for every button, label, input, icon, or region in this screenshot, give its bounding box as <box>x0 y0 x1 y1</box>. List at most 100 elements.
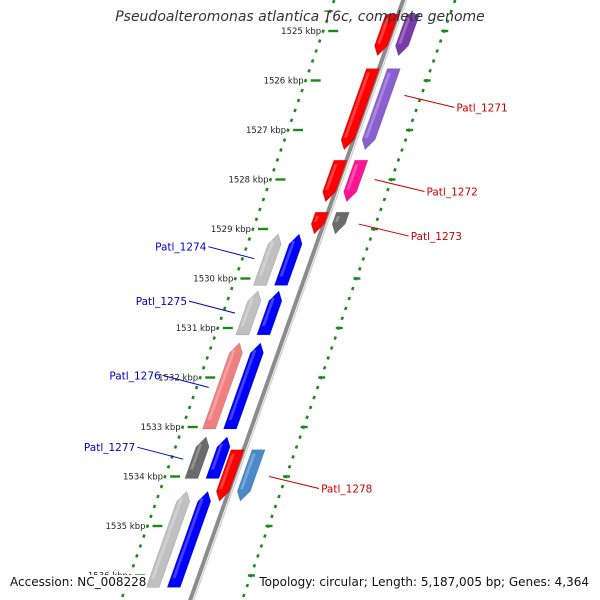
reverse-gene-arrow-outer <box>184 436 210 479</box>
ruler-dot <box>303 78 308 83</box>
ruler-dot <box>265 187 269 192</box>
forward-gene-arrow-shine <box>377 18 390 44</box>
label-leader <box>374 179 425 192</box>
ruler-dot <box>135 553 139 558</box>
forward-gene-arrow <box>216 449 245 502</box>
outer-dot <box>333 336 337 341</box>
ruler-dot <box>254 217 259 222</box>
ruler-dot <box>166 464 171 469</box>
ruler-dot <box>307 68 311 73</box>
ruler-dot <box>258 207 262 212</box>
ruler-dot <box>201 365 206 370</box>
ruler-dot <box>142 534 146 539</box>
ruler-dot <box>180 425 185 430</box>
label-leader <box>137 446 184 460</box>
gene-label[interactable]: Patl_1276 <box>109 370 161 382</box>
forward-gene-arrow <box>322 159 348 203</box>
ruler-dot <box>163 474 167 479</box>
backbone-highlight <box>193 0 408 600</box>
label-leader <box>268 476 320 489</box>
ruler-dot <box>261 197 266 202</box>
reverse-gene-arrow-outer-shine <box>190 443 203 470</box>
forward-gene-arrow-shine <box>325 164 338 190</box>
ruler-dot <box>296 98 301 103</box>
outer-dot <box>351 286 355 291</box>
outer-dot <box>340 316 344 321</box>
ruler-dot <box>219 316 223 321</box>
ruler-dot <box>230 286 234 291</box>
gene-label[interactable]: Patl_1273 <box>411 231 462 243</box>
ruler-dot <box>293 108 297 113</box>
ruler-dot <box>138 544 143 548</box>
outer-dot <box>270 514 274 519</box>
ruler-dot <box>121 593 125 598</box>
outer-dot <box>428 68 432 73</box>
outer-dot <box>438 39 443 44</box>
outer-dot <box>445 19 450 24</box>
ruler-dot <box>173 445 178 449</box>
ruler-dot <box>194 385 199 390</box>
gene-label[interactable]: Patl_1271 <box>456 102 507 114</box>
gene-label[interactable]: Patl_1275 <box>136 296 187 308</box>
outer-dot <box>431 58 436 63</box>
forward-gene-arrow-outer <box>331 211 350 235</box>
ruler-dot <box>145 524 150 529</box>
outer-dot <box>273 504 278 509</box>
reverse-gene-arrow <box>223 342 264 430</box>
outer-dot <box>291 454 295 459</box>
outer-dot <box>435 49 439 53</box>
gene-label[interactable]: Patl_1277 <box>84 442 135 454</box>
reverse-gene-arrow-outer <box>235 290 262 336</box>
outer-dot <box>452 0 457 4</box>
outer-dot <box>294 445 299 449</box>
ruler-dot <box>184 415 188 420</box>
outer-dot <box>280 484 285 489</box>
ruler-dot <box>328 9 332 14</box>
forward-gene-arrow <box>310 211 329 235</box>
ruler-dot <box>159 484 164 489</box>
label-leader <box>162 374 209 388</box>
outer-dot <box>358 266 362 271</box>
outer-dot <box>393 167 397 172</box>
reverse-gene-arrow-outer-shine <box>258 240 275 277</box>
ruler-dot <box>156 494 160 499</box>
forward-gene-arrow-outer-shine <box>240 453 256 490</box>
outer-dot <box>347 296 352 301</box>
gene-label[interactable]: Patl_1278 <box>321 484 372 496</box>
ruler-dot <box>131 563 136 568</box>
outer-dot <box>259 544 264 548</box>
outer-dot <box>256 553 260 558</box>
reverse-gene-arrow-shine <box>172 498 204 579</box>
label-leader <box>188 300 236 314</box>
ruler-dot <box>317 39 322 44</box>
outer-dot <box>382 197 387 202</box>
ruler-dot <box>310 58 315 63</box>
ruler-label: 1527 kbp <box>246 126 286 136</box>
outer-dot <box>386 187 390 192</box>
ruler-label: 1528 kbp <box>228 176 268 186</box>
outer-dot <box>245 583 250 588</box>
ruler-dot <box>191 395 195 400</box>
outer-dot <box>329 346 334 350</box>
ruler-label: 1535 kbp <box>105 522 145 532</box>
ruler-label: 1526 kbp <box>264 77 304 87</box>
accession-text: Accession: NC_008228 <box>9 575 148 589</box>
ruler-dot <box>233 276 238 281</box>
reverse-gene-arrow-outer <box>253 233 282 286</box>
gene-label[interactable]: Patl_1274 <box>155 242 207 254</box>
forward-gene-arrow <box>374 13 400 57</box>
ruler-dot <box>212 336 216 341</box>
reverse-gene-arrow <box>256 290 283 336</box>
outer-dot <box>252 563 257 568</box>
gene-label[interactable]: Patl_1272 <box>427 187 478 199</box>
outer-dot <box>287 464 292 469</box>
ruler-dot <box>282 138 287 143</box>
ruler-dot <box>208 346 213 350</box>
ruler-dot <box>251 227 255 232</box>
reverse-gene-arrow-outer <box>202 342 243 430</box>
forward-gene-arrow-shine <box>313 216 319 222</box>
ruler-dot <box>149 514 153 519</box>
reverse-gene-arrow-shine <box>262 297 275 326</box>
genome-backbone <box>188 0 408 600</box>
forward-gene-arrow-outer-shine <box>364 72 391 138</box>
